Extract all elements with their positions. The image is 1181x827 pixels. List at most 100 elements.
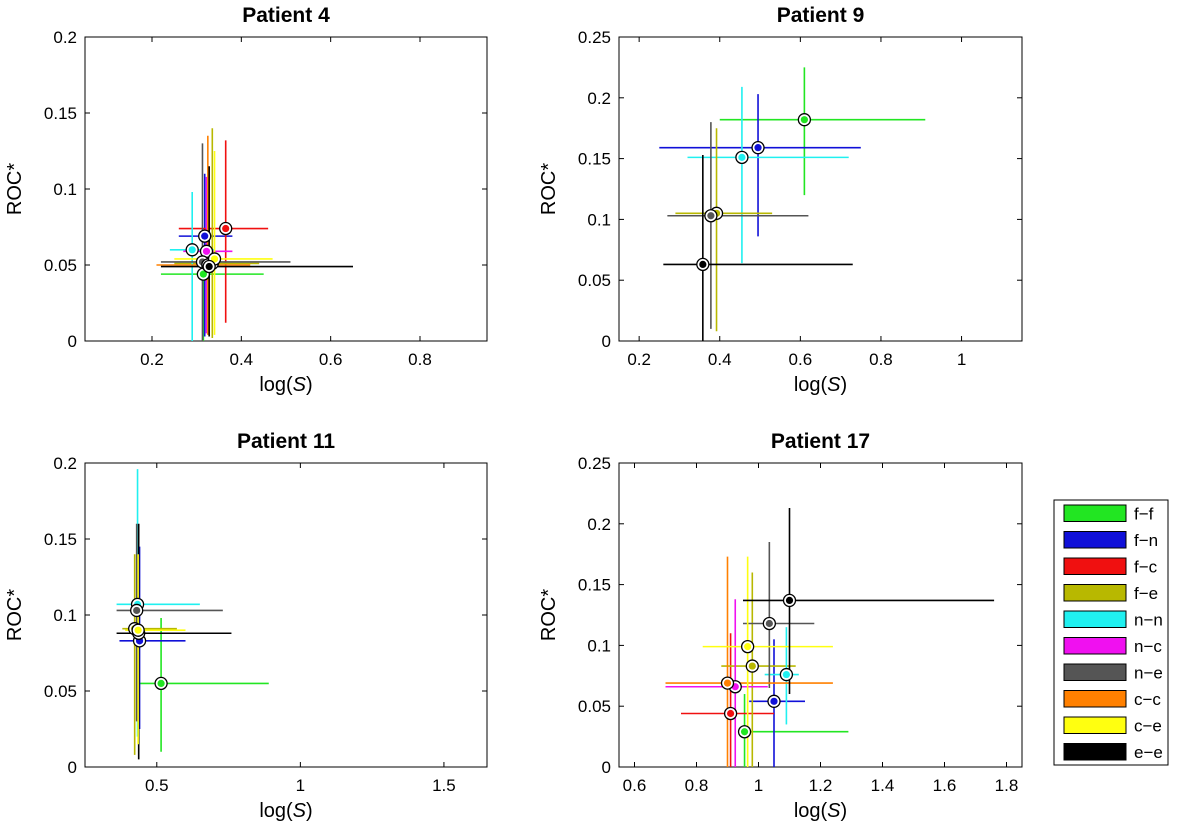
legend-label: n−n <box>1134 610 1163 629</box>
legend-item-e-e: e−e <box>1063 743 1163 762</box>
y-tick-label: 0.2 <box>587 515 611 534</box>
legend-label: f−c <box>1134 557 1158 576</box>
x-tick-label: 1.8 <box>995 776 1019 795</box>
point-core-f-c <box>727 709 735 718</box>
x-tick-label: 0.6 <box>319 350 343 369</box>
legend-label: n−c <box>1134 637 1162 656</box>
x-axis-label: log(S) <box>794 374 847 396</box>
panel-title: Patient 11 <box>237 430 335 453</box>
y-tick-label: 0.15 <box>44 104 77 123</box>
point-core-n-n <box>188 246 196 254</box>
point-core-n-n <box>782 670 791 679</box>
x-tick-label: 0.4 <box>708 350 732 369</box>
x-tick-label: 1 <box>296 776 305 795</box>
legend-label: f−n <box>1134 531 1158 550</box>
point-core-n-c <box>202 247 211 255</box>
x-tick-label: 1.5 <box>432 776 456 795</box>
axes-box <box>84 36 488 342</box>
point-core-n-e <box>765 619 773 628</box>
y-axis-label: ROC* <box>538 589 560 641</box>
legend-label: e−e <box>1134 743 1163 762</box>
legend-swatch <box>1063 663 1127 681</box>
point-core-f-f <box>740 728 749 736</box>
legend-item-n-c: n−c <box>1063 637 1162 656</box>
legend-label: c−e <box>1134 716 1162 735</box>
y-tick-label: 0 <box>602 758 611 777</box>
legend-item-f-c: f−c <box>1063 557 1158 576</box>
legend-swatch <box>1063 584 1127 602</box>
legend-item-n-e: n−e <box>1063 663 1163 682</box>
error-bars <box>659 67 926 341</box>
legend-label: f−f <box>1134 504 1154 523</box>
legend-item-f-f: f−f <box>1063 504 1154 523</box>
y-tick-label: 0.2 <box>53 454 77 473</box>
legend-item-n-n: n−n <box>1063 610 1163 629</box>
legend-swatch <box>1063 690 1127 708</box>
y-tick-label: 0.1 <box>587 210 611 229</box>
point-core-f-f <box>157 679 165 688</box>
legend-label: n−e <box>1134 663 1163 682</box>
point-core-f-e <box>748 662 756 670</box>
x-tick-label: 0.6 <box>623 776 647 795</box>
error-bars <box>665 507 995 767</box>
data-points <box>720 593 797 739</box>
legend: f−f f−n f−c f−e n−n n−c n−e c−c c−e e−e <box>1053 499 1169 766</box>
panel-title: Patient 17 <box>771 430 870 453</box>
y-tick-label: 0 <box>68 758 77 777</box>
point-core-c-e <box>210 255 219 263</box>
x-tick-label: 0.8 <box>408 350 432 369</box>
axes-box <box>618 36 1023 342</box>
x-tick-label: 1.2 <box>809 776 833 795</box>
x-tick-label: 0.5 <box>145 776 169 795</box>
point-core-f-n <box>770 697 778 705</box>
x-tick-label: 0.2 <box>140 350 164 369</box>
x-axis-label: log(S) <box>259 800 312 822</box>
legend-swatch <box>1063 557 1127 575</box>
y-tick-label: 0.25 <box>578 28 611 47</box>
legend-swatch <box>1063 743 1127 761</box>
y-axis-label: ROC* <box>538 163 560 215</box>
legend-swatch <box>1063 637 1127 655</box>
data-points <box>696 113 812 272</box>
y-tick-label: 0.05 <box>44 256 77 275</box>
legend-swatch <box>1063 531 1127 549</box>
x-tick-label: 0.6 <box>789 350 813 369</box>
x-tick-label: 1 <box>754 776 763 795</box>
axes-box <box>618 462 1023 768</box>
y-tick-label: 0 <box>68 332 77 351</box>
legend-item-c-e: c−e <box>1063 716 1162 735</box>
y-tick-label: 0.15 <box>578 576 611 595</box>
y-tick-label: 0.05 <box>578 271 611 290</box>
point-core-f-c <box>222 224 230 233</box>
x-tick-label: 1 <box>957 350 966 369</box>
point-core-e-e <box>785 596 794 605</box>
legend-swatch <box>1063 610 1127 628</box>
y-tick-label: 0.05 <box>44 682 77 701</box>
y-tick-label: 0.2 <box>53 28 77 47</box>
point-core-f-n <box>201 232 209 240</box>
legend-item-f-e: f−e <box>1063 584 1158 603</box>
legend-swatch <box>1063 504 1127 522</box>
y-tick-label: 0.15 <box>44 530 77 549</box>
y-tick-label: 0.25 <box>578 454 611 473</box>
point-core-e-e <box>205 262 213 271</box>
panel-patient-4: Patient 4 0.2 0.4 0.6 0.8 0 0.05 0.1 0.15 0.2 log(… <box>4 4 488 396</box>
x-tick-label: 0.8 <box>685 776 709 795</box>
x-axis-label: log(S) <box>259 374 312 396</box>
y-tick-label: 0.1 <box>53 606 77 625</box>
x-tick-label: 0.4 <box>230 350 254 369</box>
error-bars <box>156 128 353 341</box>
x-tick-label: 1.4 <box>871 776 895 795</box>
legend-item-f-n: f−n <box>1063 531 1158 550</box>
y-axis-label: ROC* <box>4 163 26 215</box>
y-tick-label: 0.1 <box>53 180 77 199</box>
point-core-e-e <box>699 260 707 268</box>
y-axis-label: ROC* <box>4 589 26 641</box>
x-axis-label: log(S) <box>794 800 847 822</box>
point-core-n-n <box>738 153 746 161</box>
panel-patient-9: Patient 9 0.2 0.4 0.6 0.8 1 0 0.05 0.1 0.15 0.2 0.2… <box>538 4 1023 396</box>
x-tick-label: 0.8 <box>869 350 893 369</box>
legend-item-c-c: c−c <box>1063 690 1161 709</box>
legend-label: c−c <box>1134 690 1161 709</box>
